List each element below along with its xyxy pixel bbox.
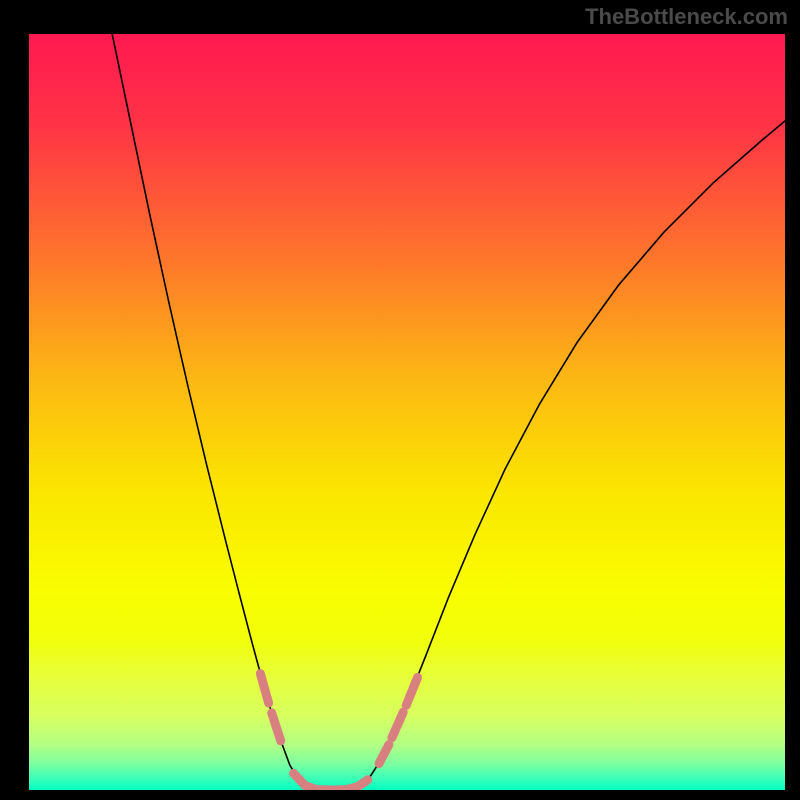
plot-frame [29,34,785,790]
watermark-text: TheBottleneck.com [585,4,788,30]
plot-svg [29,34,785,790]
plot-background [29,34,785,790]
